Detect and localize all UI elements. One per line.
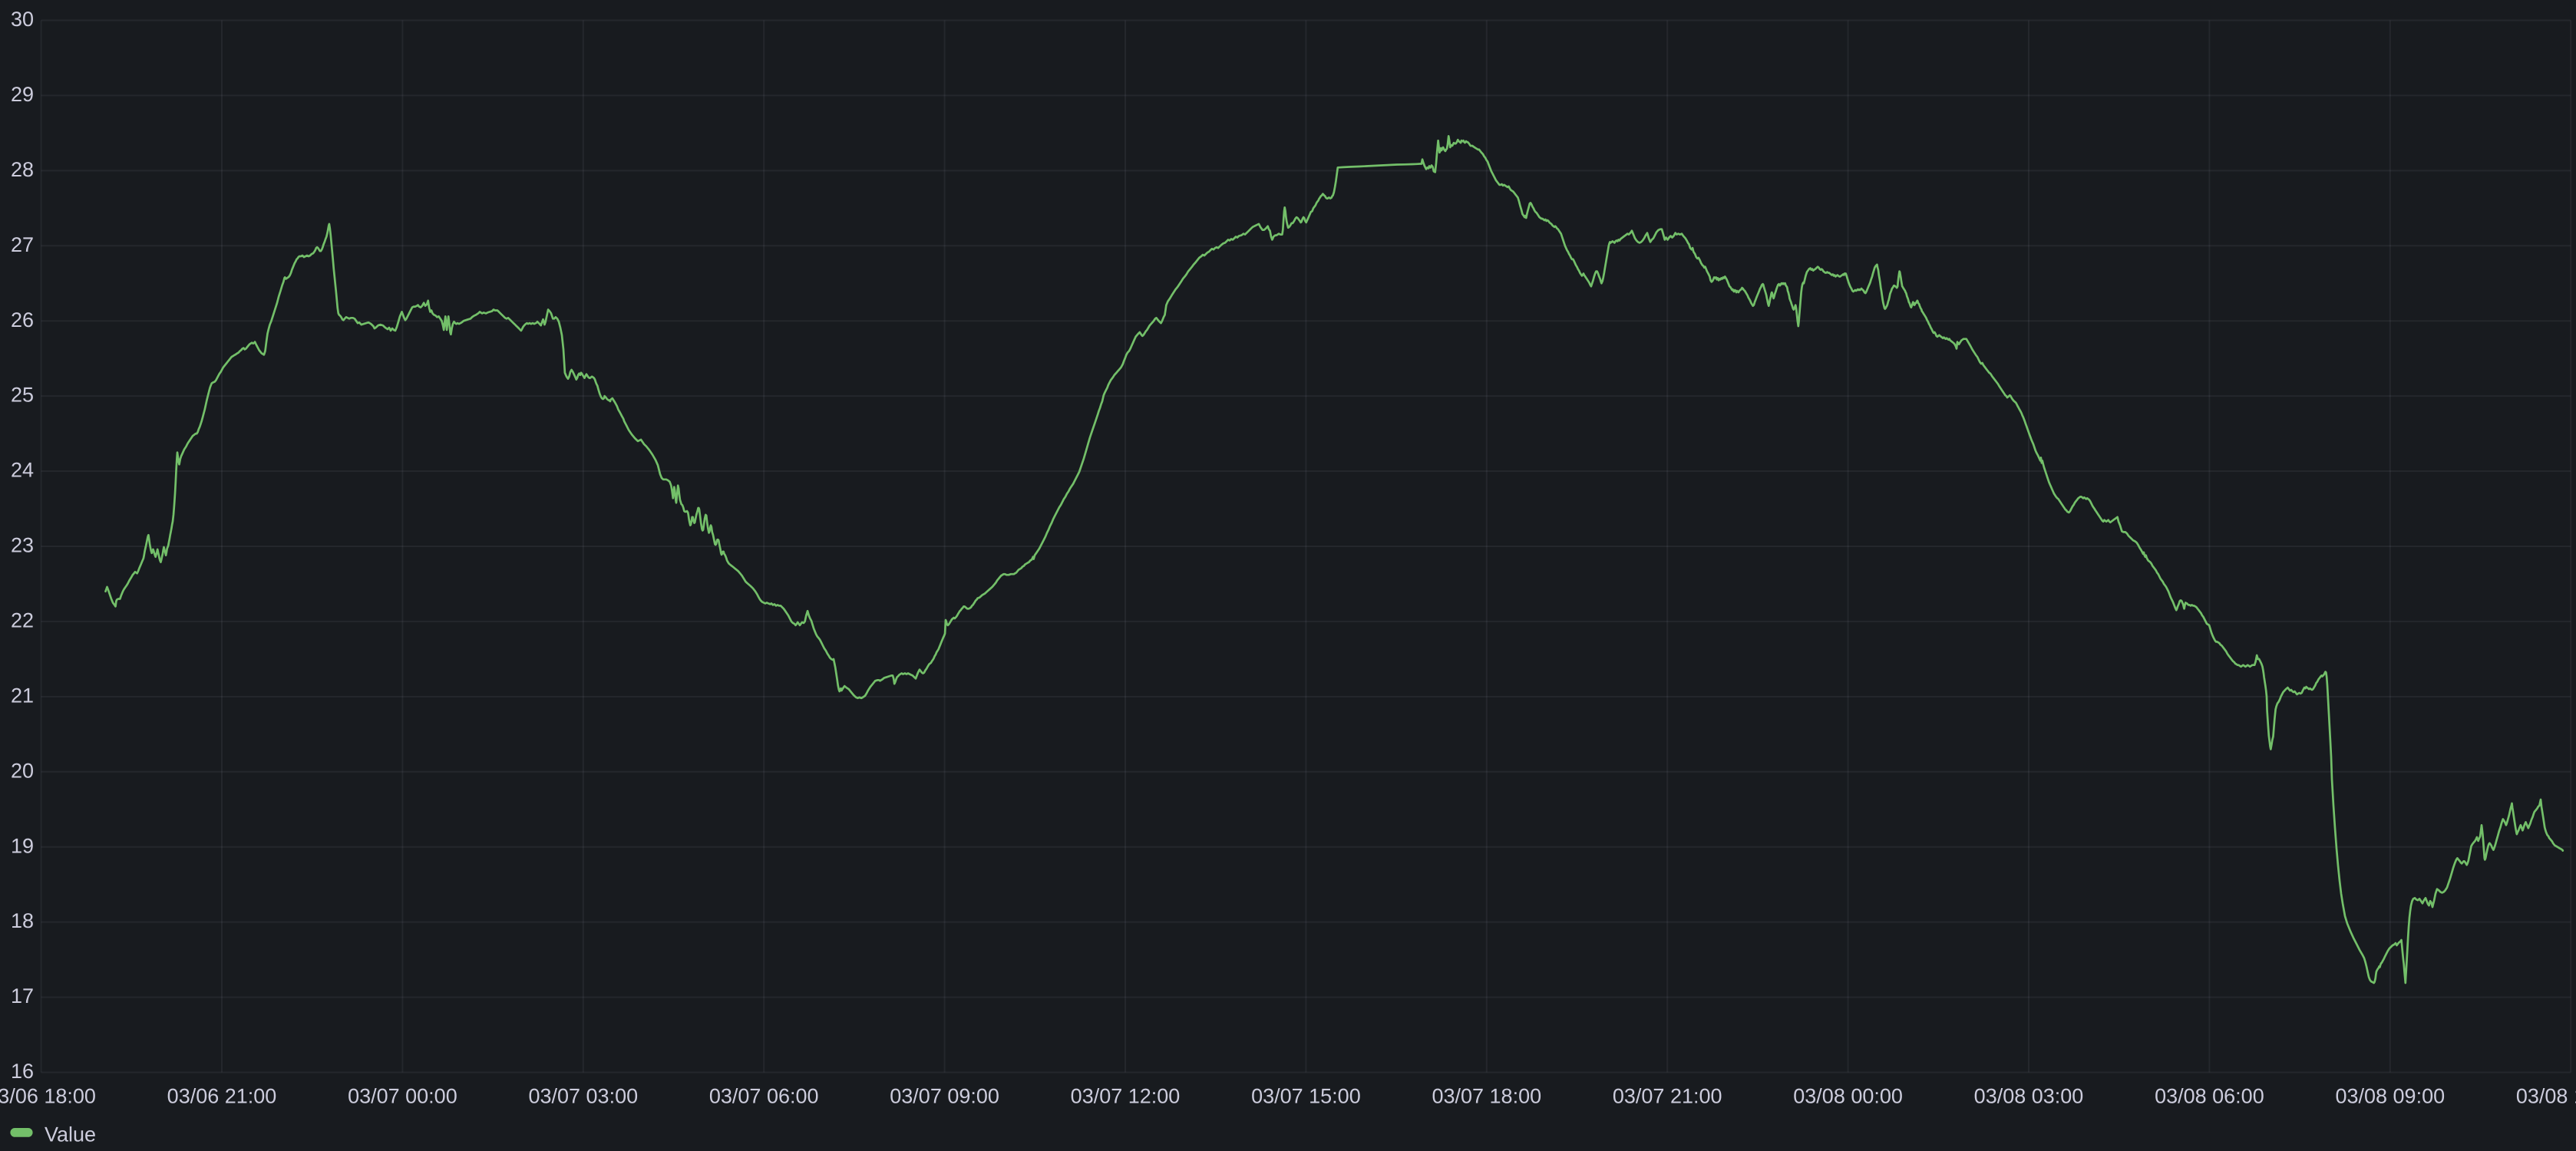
svg-text:28: 28 xyxy=(11,158,34,181)
svg-text:17: 17 xyxy=(11,984,34,1008)
svg-text:22: 22 xyxy=(11,609,34,632)
svg-text:24: 24 xyxy=(11,459,34,482)
svg-text:03/07 06:00: 03/07 06:00 xyxy=(709,1085,819,1108)
svg-text:25: 25 xyxy=(11,384,34,407)
svg-text:20: 20 xyxy=(11,759,34,782)
svg-text:03/06 21:00: 03/06 21:00 xyxy=(167,1085,277,1108)
svg-text:03/08 03:00: 03/08 03:00 xyxy=(1974,1085,2084,1108)
svg-text:03/07 00:00: 03/07 00:00 xyxy=(348,1085,457,1108)
svg-text:03/07 03:00: 03/07 03:00 xyxy=(528,1085,638,1108)
svg-text:03/08 12:00: 03/08 12:00 xyxy=(2516,1085,2576,1108)
svg-text:26: 26 xyxy=(11,308,34,331)
svg-text:03/08 09:00: 03/08 09:00 xyxy=(2335,1085,2445,1108)
svg-text:03/07 21:00: 03/07 21:00 xyxy=(1613,1085,1722,1108)
svg-text:03/07 09:00: 03/07 09:00 xyxy=(890,1085,999,1108)
svg-text:30: 30 xyxy=(11,8,34,31)
svg-text:21: 21 xyxy=(11,684,34,707)
svg-text:27: 27 xyxy=(11,233,34,256)
svg-text:03/07 12:00: 03/07 12:00 xyxy=(1071,1085,1181,1108)
svg-text:Value: Value xyxy=(45,1123,96,1146)
svg-text:03/08 00:00: 03/08 00:00 xyxy=(1793,1085,1903,1108)
svg-text:03/08 06:00: 03/08 06:00 xyxy=(2155,1085,2264,1108)
svg-text:16: 16 xyxy=(11,1060,34,1083)
svg-text:18: 18 xyxy=(11,909,34,932)
svg-text:03/06 18:00: 03/06 18:00 xyxy=(0,1085,96,1108)
svg-text:19: 19 xyxy=(11,834,34,857)
svg-text:23: 23 xyxy=(11,534,34,557)
svg-text:03/07 18:00: 03/07 18:00 xyxy=(1432,1085,1541,1108)
svg-text:03/07 15:00: 03/07 15:00 xyxy=(1251,1085,1361,1108)
svg-text:29: 29 xyxy=(11,83,34,106)
